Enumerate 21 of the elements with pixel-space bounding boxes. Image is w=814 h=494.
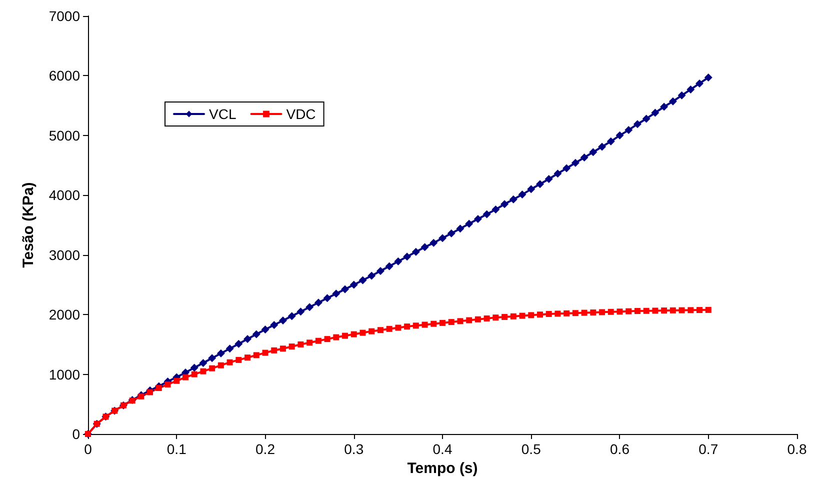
x-tick-label: 0.6 <box>610 441 630 457</box>
y-tick-label: 5000 <box>48 127 80 144</box>
x-tick-label: 0.1 <box>166 441 187 457</box>
y-tick-label: 2000 <box>48 306 80 323</box>
x-axis-title: Tempo (s) <box>407 460 478 477</box>
y-tick-label: 3000 <box>48 246 80 263</box>
x-tick-label: 0.3 <box>344 441 364 457</box>
y-tick-label: 4000 <box>48 187 80 204</box>
x-tick-label: 0.2 <box>256 441 276 457</box>
x-tick-label: 0.5 <box>521 441 542 457</box>
x-tick-label: 0 <box>84 441 92 457</box>
y-axis-title: Tesão (KPa) <box>20 182 37 268</box>
y-tick-label: 7000 <box>48 8 80 24</box>
y-tick-label: 1000 <box>48 366 80 382</box>
x-tick-label: 0.8 <box>787 441 807 457</box>
y-tick-label: 6000 <box>48 68 80 84</box>
x-tick-label: 0.4 <box>432 441 452 457</box>
y-tick-label: 0 <box>72 426 80 442</box>
legend-label: VCL <box>209 106 236 122</box>
x-tick-label: 0.7 <box>698 441 718 457</box>
legend-label: VDC <box>286 106 316 122</box>
